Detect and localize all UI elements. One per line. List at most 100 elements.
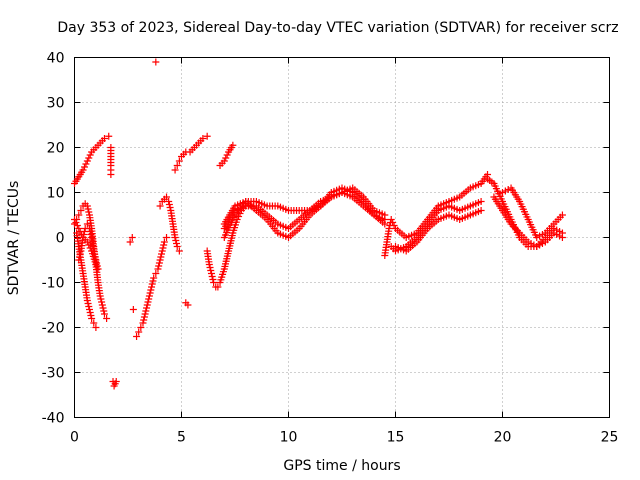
series-arc-i [203, 202, 250, 291]
data-point [207, 267, 215, 274]
data-point [160, 238, 168, 246]
data-point [72, 219, 80, 226]
data-point [163, 234, 171, 241]
data-point [85, 208, 93, 216]
data-point [75, 256, 83, 264]
data-point [210, 279, 218, 286]
x-tick-label: 5 [177, 430, 186, 446]
data-point [146, 289, 154, 297]
data-point [175, 157, 183, 165]
data-point [147, 286, 155, 294]
data-point [83, 220, 91, 228]
data-point [135, 328, 143, 336]
data-point [390, 222, 398, 229]
data-point [206, 264, 214, 271]
data-point [83, 238, 91, 246]
y-tick-label: 40 [47, 51, 65, 67]
data-point [172, 237, 180, 244]
data-point [208, 273, 216, 280]
series-arc-s [499, 184, 566, 241]
data-point [98, 298, 106, 306]
data-point [94, 265, 102, 273]
data-point [83, 157, 91, 165]
y-tick-label: -40 [42, 411, 65, 427]
data-point [214, 283, 222, 291]
data-point [173, 162, 181, 169]
data-point [105, 132, 113, 140]
data-point [165, 201, 173, 208]
data-point [173, 240, 181, 247]
series-arc-g [156, 193, 183, 255]
data-point [175, 247, 183, 255]
data-point [143, 304, 151, 312]
data-point [86, 309, 94, 316]
data-point [158, 250, 166, 258]
data-point [166, 204, 174, 211]
x-axis-label: GPS time / hours [283, 458, 400, 474]
data-point [157, 253, 165, 261]
series-arc-a-tail [107, 144, 115, 178]
data-point [100, 135, 108, 142]
data-point [129, 306, 137, 313]
data-point [87, 312, 95, 319]
x-tick-label: 25 [601, 430, 619, 446]
data-point [128, 234, 136, 241]
data-point [156, 256, 164, 264]
data-point [140, 316, 148, 324]
data-point [148, 283, 156, 291]
data-point [77, 207, 85, 214]
series-isolated-1 [109, 58, 192, 390]
data-point [103, 315, 111, 322]
x-tick-label: 20 [494, 430, 512, 446]
series-arc-e [71, 216, 100, 268]
y-tick-label: 30 [47, 96, 65, 112]
data-point [93, 262, 101, 270]
data-point [207, 270, 215, 277]
x-tick-label: 0 [70, 430, 79, 446]
data-points [71, 58, 566, 390]
data-point [209, 276, 217, 283]
data-point [142, 307, 150, 315]
y-tick-label: -30 [42, 366, 65, 382]
data-point [100, 307, 108, 315]
data-point [203, 132, 211, 140]
data-point [78, 231, 86, 238]
data-point [86, 228, 94, 235]
data-point [173, 243, 181, 250]
data-point [83, 297, 91, 304]
data-point [85, 241, 93, 249]
data-point [79, 166, 87, 174]
data-point [85, 306, 93, 313]
data-point [158, 247, 166, 255]
data-point [145, 292, 153, 300]
data-point [93, 259, 101, 267]
data-point [73, 222, 81, 229]
ticks-layer: 0 5 10 15 20 25 -40 -30 -20 -10 0 10 20 30 40 [42, 51, 619, 446]
chart-title: Day 353 of 2023, Sidereal Day-to-day VTE… [57, 20, 618, 36]
data-point [75, 253, 83, 261]
data-point [477, 198, 485, 205]
data-point [110, 382, 118, 390]
data-point [155, 259, 163, 267]
data-point [96, 292, 104, 300]
data-point [92, 324, 100, 331]
data-point [137, 324, 145, 331]
data-point [86, 244, 94, 252]
y-axis-label: SDTVAR / TECUs [6, 181, 22, 296]
data-point [85, 303, 93, 310]
data-point [76, 228, 84, 235]
data-point [152, 58, 160, 66]
series-arc-c [73, 229, 100, 331]
data-point [85, 154, 93, 162]
data-point [558, 229, 566, 237]
data-point [88, 315, 96, 322]
data-point [150, 274, 158, 282]
data-point [107, 171, 115, 178]
data-point [477, 207, 485, 214]
data-point [160, 241, 168, 249]
data-point [222, 154, 230, 162]
data-point [145, 295, 153, 303]
data-point [84, 300, 92, 307]
data-point [92, 261, 100, 268]
data-point [220, 157, 228, 165]
